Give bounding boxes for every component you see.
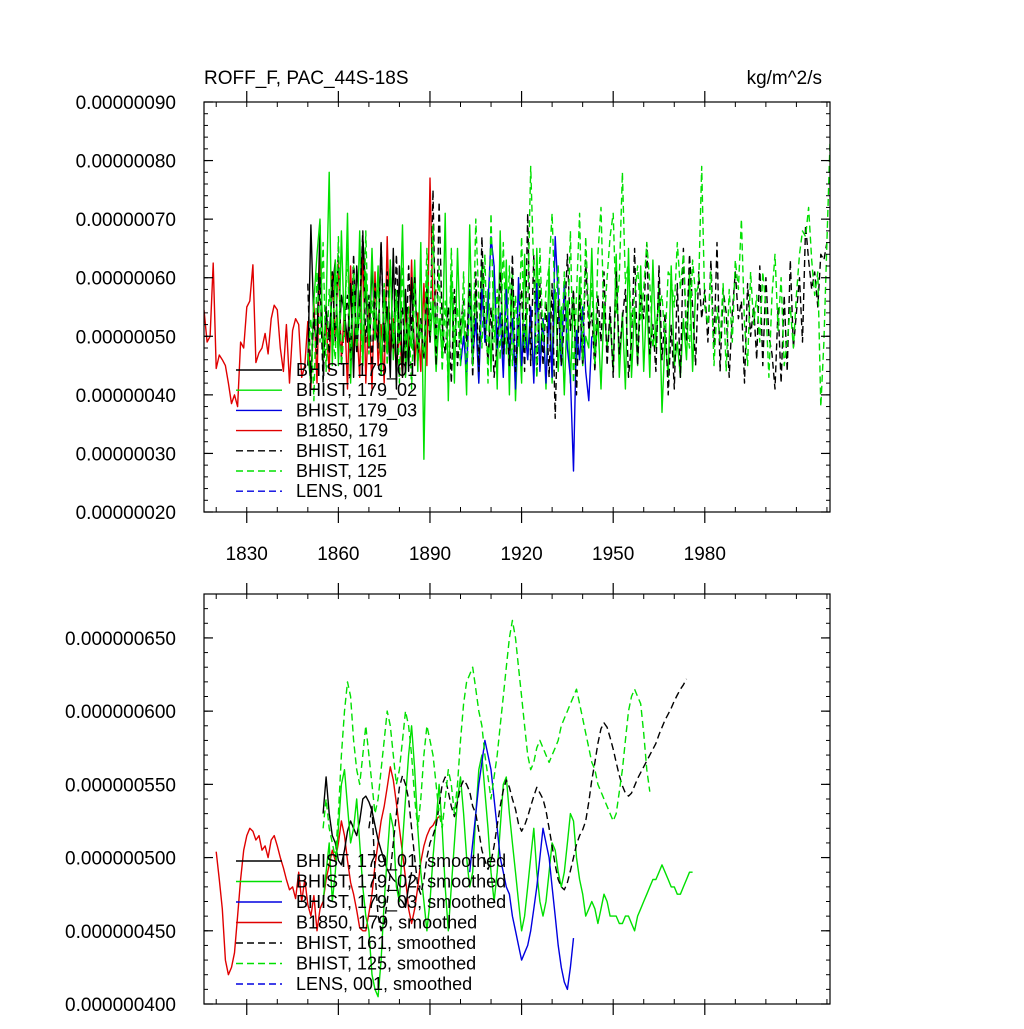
x-tick-label: 1890 xyxy=(409,544,451,565)
legend-label: LENS, 001, smoothed xyxy=(296,974,472,994)
bottom-plot: 0.000000400 0.000000450 0.000000500 0.00000… xyxy=(65,583,831,1016)
series-line-1-5 xyxy=(322,619,651,859)
chart-units: kg/m^2/s xyxy=(747,68,822,89)
y-tick-label: 0.00000080 xyxy=(76,152,176,173)
x-tick-label: 1950 xyxy=(592,544,634,565)
legend-label: BHIST, 179_01, smoothed xyxy=(296,851,506,872)
y-tick-label: 0.000000650 xyxy=(65,629,176,650)
chart-title: ROFF_F, PAC_44S-18S xyxy=(204,68,409,89)
y-tick-label: 0.00000040 xyxy=(76,386,176,407)
legend-label: BHIST, 179_03, smoothed xyxy=(296,892,506,913)
y-tick-label: 0.00000070 xyxy=(76,210,176,231)
y-tick-label: 0.00000090 xyxy=(76,93,176,114)
series-line-1-2 xyxy=(322,725,693,998)
y-tick-label: 0.000000500 xyxy=(65,849,176,870)
y-tick-label: 0.00000050 xyxy=(76,327,176,348)
series-line-1-3 xyxy=(469,739,575,991)
y-tick-label: 0.00000030 xyxy=(76,444,176,465)
y-tick-label: 0.000000600 xyxy=(65,702,176,723)
series-line-1-0 xyxy=(215,766,443,976)
series-group xyxy=(215,619,693,998)
top-plot: 0.00000020 0.00000030 0.00000040 0.00000050… xyxy=(76,91,831,565)
y-tick-label: 0.000000550 xyxy=(65,775,176,796)
legend-label: BHIST, 179_03 xyxy=(296,400,417,421)
legend-label: BHIST, 161 xyxy=(296,441,387,461)
y-tick-label: 0.00000060 xyxy=(76,269,176,290)
legend-label: BHIST, 125, smoothed xyxy=(296,954,476,974)
x-tick-label: 1920 xyxy=(500,544,542,565)
plot-frame xyxy=(203,101,831,513)
legend-label: B1850, 179 xyxy=(296,421,388,441)
y-tick-label: 0.000000400 xyxy=(65,995,176,1016)
series-line-0-5 xyxy=(307,142,830,408)
series-line-1-4 xyxy=(368,678,688,932)
legend-label: BHIST, 179_01 xyxy=(296,360,417,381)
legend-label: BHIST, 125 xyxy=(296,461,387,481)
x-tick-label: 1860 xyxy=(317,544,359,565)
x-tick-label: 1830 xyxy=(226,544,268,565)
legend-label: B1850, 179, smoothed xyxy=(296,913,477,933)
series-group xyxy=(204,142,830,472)
y-tick-label: 0.000000450 xyxy=(65,922,176,943)
legend-label: BHIST, 161, smoothed xyxy=(296,933,476,953)
series-line-0-3 xyxy=(459,235,593,472)
legend-label: LENS, 001 xyxy=(296,481,383,501)
x-tick-label: 1980 xyxy=(684,544,726,565)
legend-label: BHIST, 179_02, smoothed xyxy=(296,872,506,893)
y-tick-label: 0.00000020 xyxy=(76,503,176,524)
legend-label: BHIST, 179_02 xyxy=(296,380,417,401)
